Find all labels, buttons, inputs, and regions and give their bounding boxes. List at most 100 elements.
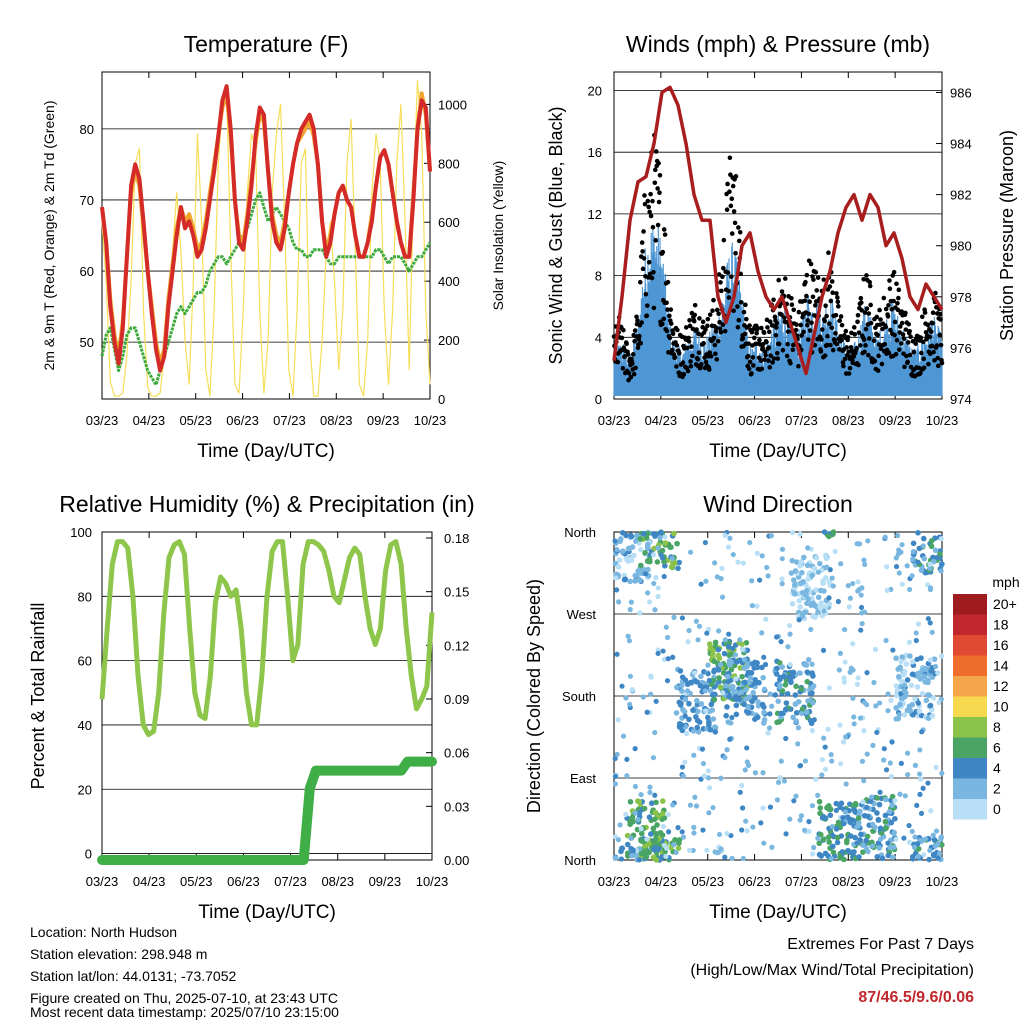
direction-point — [913, 637, 919, 644]
gust-point — [834, 291, 839, 296]
direction-point — [917, 747, 923, 753]
gust-point — [694, 327, 699, 332]
direction-point — [744, 828, 750, 834]
direction-point — [809, 727, 815, 734]
humidity-ytick-right-label: 0.18 — [444, 531, 469, 546]
direction-point — [793, 559, 800, 565]
direction-point — [908, 682, 915, 689]
direction-point — [826, 533, 832, 540]
gust-point — [823, 303, 828, 309]
direction-point — [927, 585, 934, 591]
direction-point — [653, 857, 660, 863]
direction-point — [903, 661, 910, 667]
direction-point — [707, 785, 713, 791]
direction-point — [778, 758, 784, 764]
direction-point — [773, 671, 780, 677]
gust-point — [938, 342, 944, 348]
gust-point — [798, 322, 804, 328]
direction-point — [784, 691, 791, 697]
direction-point — [881, 757, 887, 763]
gust-point — [927, 334, 933, 340]
direction-point — [910, 540, 917, 547]
gust-point — [835, 304, 841, 309]
direction-point — [901, 711, 908, 718]
gust-point — [868, 320, 874, 326]
gust-point — [923, 329, 929, 335]
gust-point — [755, 325, 760, 331]
direction-point — [705, 768, 711, 774]
direction-point — [662, 540, 669, 546]
gust-point — [934, 343, 940, 348]
direction-point — [933, 764, 939, 770]
direction-point — [710, 716, 717, 722]
winds-ytick-right-label: 976 — [950, 341, 972, 356]
direction-point — [912, 762, 919, 768]
direction-point — [737, 665, 744, 671]
legend-label: 8 — [993, 719, 1001, 735]
direction-point — [749, 578, 755, 584]
gust-point — [670, 331, 676, 337]
gust-point — [805, 337, 811, 342]
direction-point — [887, 760, 893, 766]
direction-point — [904, 563, 910, 569]
direction-point — [740, 855, 746, 862]
gust-point — [661, 227, 667, 232]
gust-point — [639, 240, 645, 245]
gust-point — [665, 279, 671, 285]
gust-point — [877, 307, 882, 313]
gust-point — [862, 310, 868, 315]
direction-point — [858, 592, 864, 598]
direction-point — [741, 679, 748, 686]
gust-point — [667, 335, 673, 341]
direction-point — [727, 736, 733, 742]
direction-point — [791, 582, 798, 588]
winds-pressure-line — [612, 85, 944, 376]
gust-point — [937, 332, 942, 338]
direction-point — [799, 706, 806, 712]
direction-point — [638, 830, 645, 837]
direction-point — [855, 815, 862, 822]
direction-point — [737, 789, 743, 795]
gust-point — [805, 318, 811, 323]
direction-point — [834, 839, 841, 846]
gust-point — [818, 349, 824, 354]
gust-point — [913, 341, 919, 346]
gust-point — [640, 266, 646, 272]
gust-point — [724, 207, 730, 213]
direction-point — [821, 735, 827, 741]
direction-point — [655, 585, 661, 591]
direction-point — [671, 614, 677, 620]
direction-point — [833, 807, 839, 814]
gust-point — [827, 321, 832, 326]
direction-point — [685, 688, 691, 694]
gust-point — [701, 340, 706, 346]
gust-point — [752, 335, 757, 341]
direction-point — [910, 556, 916, 563]
gust-point — [858, 343, 863, 348]
direction-point — [705, 714, 711, 721]
direction-point — [618, 856, 625, 862]
wind_direction-points — [612, 529, 945, 863]
direction-point — [641, 805, 648, 812]
gust-point — [713, 351, 718, 357]
gust-point — [928, 329, 934, 334]
temperature-series-line — [100, 191, 432, 387]
direction-point — [745, 762, 752, 768]
direction-point — [791, 798, 797, 804]
gust-point — [897, 330, 903, 335]
direction-point — [718, 576, 724, 582]
direction-point — [732, 652, 739, 658]
direction-point — [765, 730, 771, 736]
direction-point — [679, 682, 685, 688]
gust-point — [771, 297, 776, 303]
gust-point — [772, 314, 778, 320]
gust-point — [894, 337, 900, 343]
direction-point — [896, 547, 902, 553]
direction-point — [691, 824, 697, 830]
direction-point — [837, 761, 844, 767]
gust-point — [851, 325, 857, 330]
gust-point — [782, 276, 788, 281]
direction-point — [612, 755, 618, 762]
direction-point — [810, 613, 816, 620]
direction-point — [703, 708, 709, 714]
